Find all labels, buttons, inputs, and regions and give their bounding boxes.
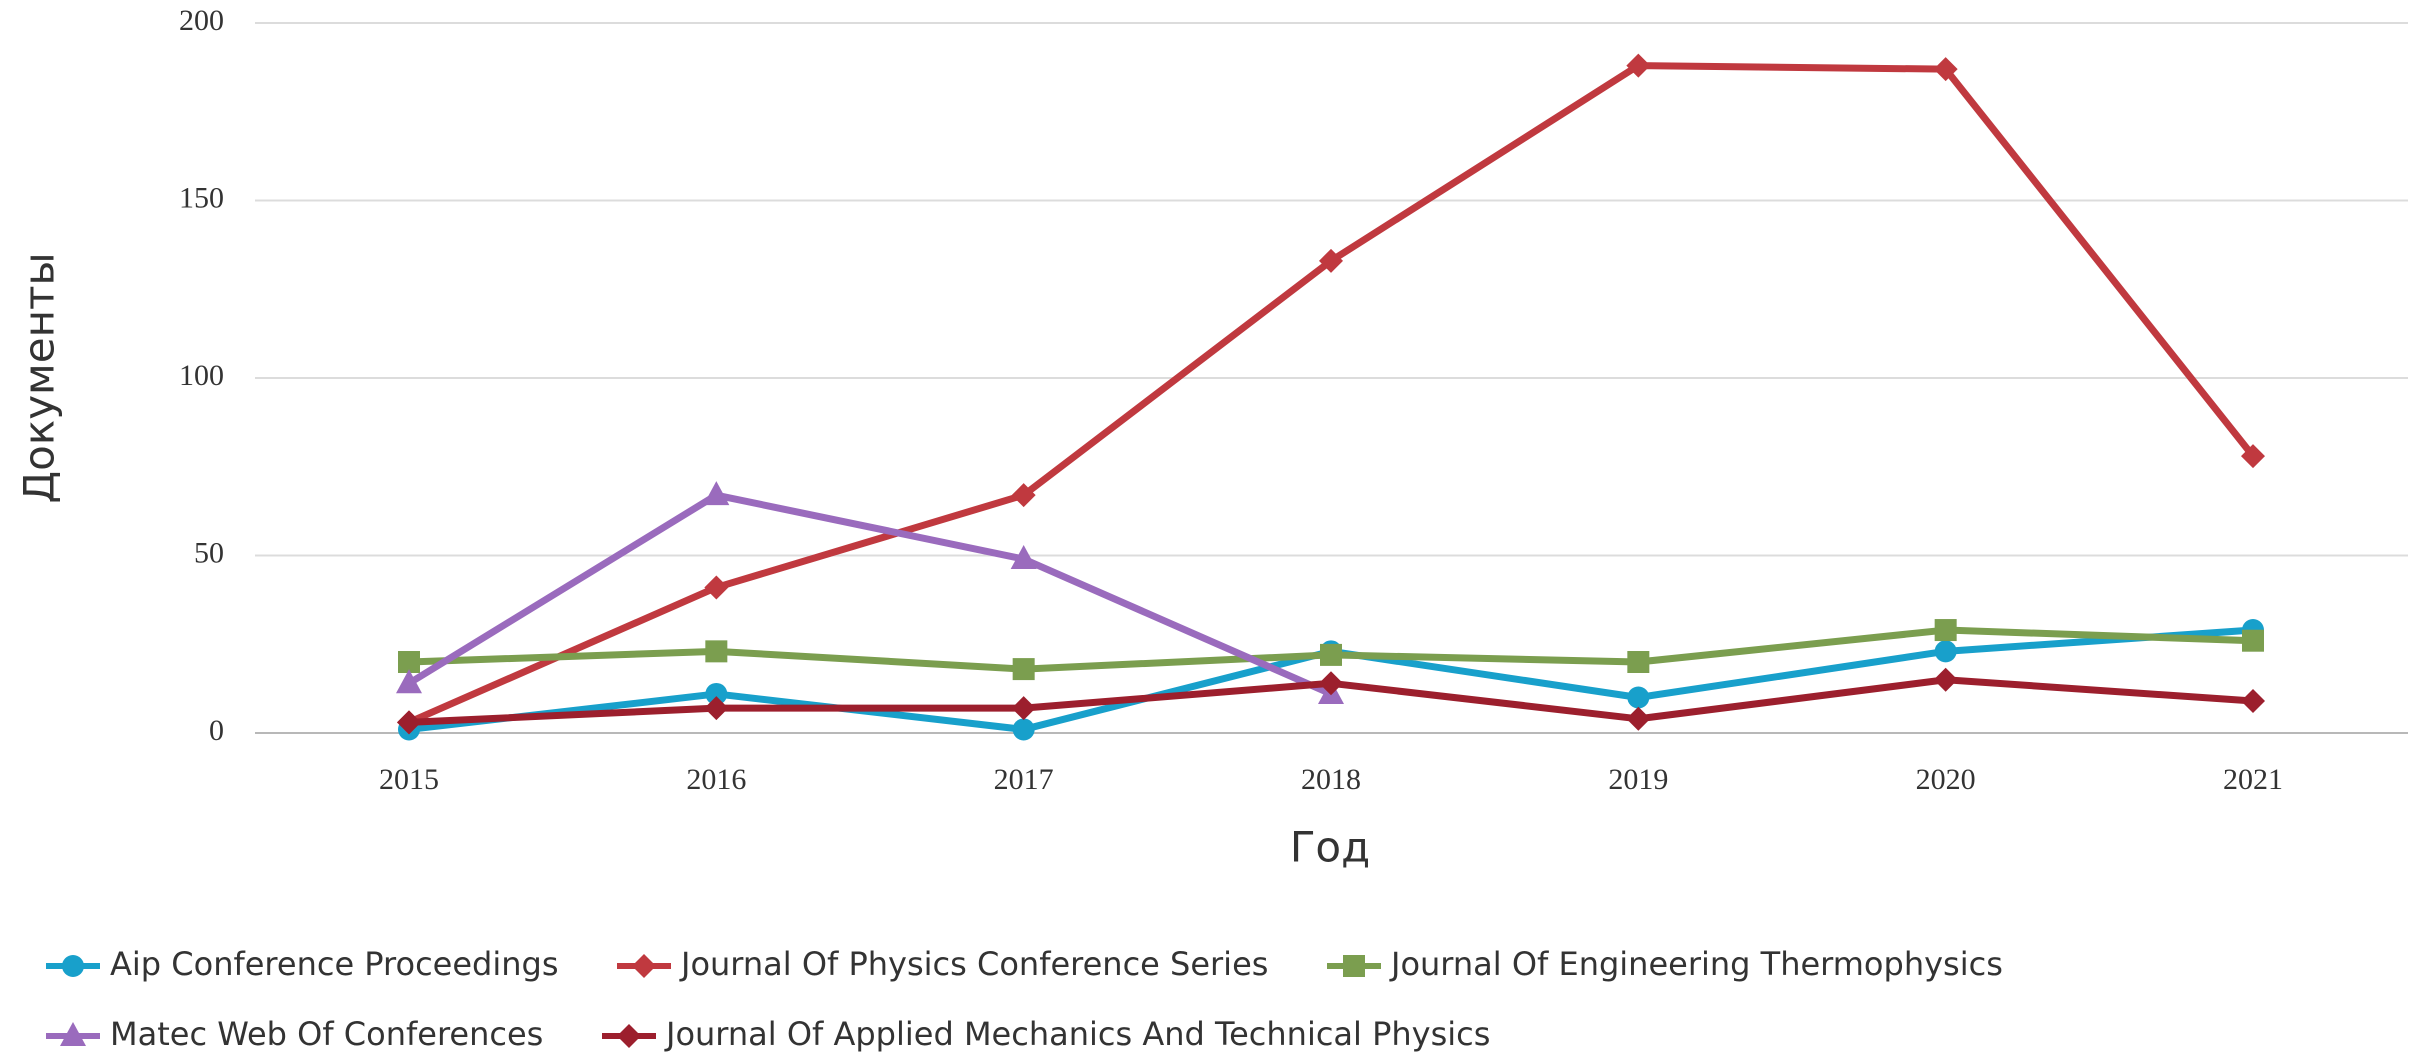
legend-item: Matec Web Of Conferences <box>46 1015 543 1053</box>
marker <box>705 640 728 663</box>
x-tick-label: 2017 <box>994 763 1054 796</box>
legend-item: Aip Conference Proceedings <box>46 945 559 983</box>
marker <box>1626 706 1651 731</box>
marker <box>703 481 730 506</box>
marker <box>1010 545 1037 570</box>
marker <box>1343 955 1365 977</box>
marker <box>398 651 420 673</box>
series <box>396 481 1344 704</box>
y-axis-title: Документы <box>15 252 64 503</box>
marker <box>1934 619 1957 642</box>
marker <box>704 575 729 600</box>
marker <box>1933 57 1958 82</box>
marker <box>705 682 728 705</box>
legend-item: Journal Of Physics Conference Series <box>617 945 1268 983</box>
x-tick-label: 2021 <box>2223 763 2283 796</box>
marker <box>1627 686 1650 709</box>
series <box>397 667 2265 735</box>
x-tick-label: 2015 <box>379 763 439 796</box>
legend-label: Aip Conference Proceedings <box>110 945 559 983</box>
marker <box>1319 671 1343 696</box>
x-tick-label: 2016 <box>686 763 746 796</box>
legend-label: Matec Web Of Conferences <box>110 1015 543 1053</box>
marker <box>1934 640 1957 663</box>
marker <box>704 696 729 721</box>
marker <box>632 954 656 978</box>
marker <box>1933 667 1958 692</box>
marker <box>62 955 84 977</box>
y-tick-label: 100 <box>179 359 224 392</box>
legend-label: Journal Of Applied Mechanics And Technic… <box>664 1015 1490 1053</box>
marker <box>1627 651 1650 673</box>
marker <box>617 1024 641 1048</box>
marker <box>1012 658 1035 681</box>
y-tick-label: 50 <box>194 536 224 569</box>
x-axis-title: Год <box>1290 823 1370 872</box>
legend-item: Journal Of Engineering Thermophysics <box>1327 945 2003 983</box>
x-tick-label: 2018 <box>1301 763 1361 796</box>
marker <box>1011 696 1036 721</box>
y-tick-label: 150 <box>179 181 224 214</box>
y-tick-label: 0 <box>209 714 224 747</box>
series <box>397 53 2265 735</box>
marker <box>2241 444 2265 469</box>
marker <box>396 669 422 694</box>
marker <box>1320 643 1342 666</box>
x-tick-label: 2019 <box>1608 763 1668 796</box>
series-line <box>407 62 2256 726</box>
series-line <box>407 491 1333 698</box>
marker <box>2241 689 2265 714</box>
legend-label: Journal Of Physics Conference Series <box>679 945 1268 983</box>
marker <box>2242 629 2264 652</box>
legend-label: Journal Of Engineering Thermophysics <box>1389 945 2003 983</box>
legend-item: Journal Of Applied Mechanics And Technic… <box>602 1015 1490 1053</box>
series <box>398 619 2264 681</box>
marker <box>1012 718 1035 741</box>
marker <box>1319 248 1343 273</box>
marker <box>1011 483 1036 508</box>
x-tick-label: 2020 <box>1916 763 1976 796</box>
y-tick-label: 200 <box>179 4 224 37</box>
marker <box>397 710 421 735</box>
marker <box>1626 53 1651 78</box>
marker <box>60 1022 86 1046</box>
